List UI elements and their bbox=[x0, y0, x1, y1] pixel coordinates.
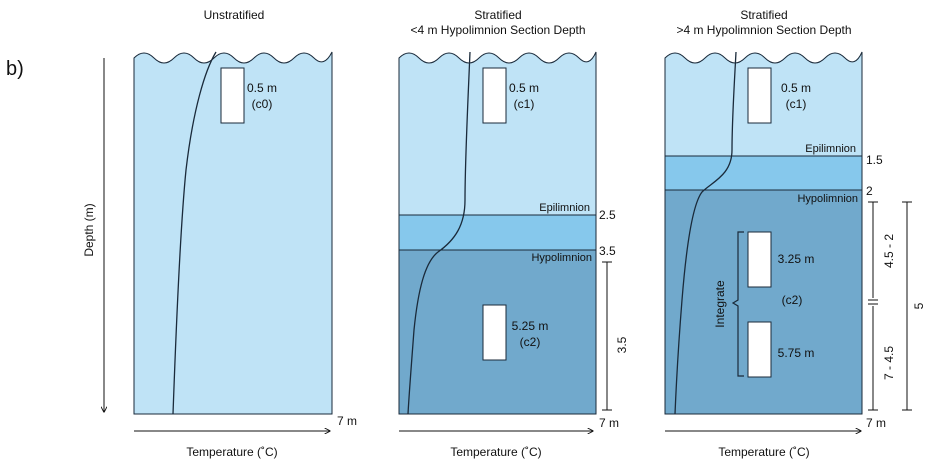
panel-3-metalimnion-layer bbox=[665, 156, 862, 190]
panel-3-bracket-lower-label: 7 - 4.5 bbox=[882, 346, 896, 380]
panel-1-x-axis-end: 7 m bbox=[337, 414, 357, 428]
panel-2-title-line-2: <4 m Hypolimnion Section Depth bbox=[410, 23, 585, 37]
panel-3-sample-1-code: (c1) bbox=[786, 97, 807, 111]
panel-3-sample-3-depth: 5.75 m bbox=[778, 346, 815, 360]
panel-3-hypolimnion-layer bbox=[665, 190, 862, 414]
panel-2-x-axis-label: Temperature (˚C) bbox=[450, 445, 541, 459]
panel-stratified-deep: Stratified >4 m Hypolimnion Section Dept… bbox=[664, 8, 926, 459]
panel-3-temperature-profile bbox=[674, 51, 737, 415]
panel-2-temperature-profile bbox=[407, 51, 471, 415]
panel-2-epilimnion-layer bbox=[399, 52, 596, 215]
panel-2-outline bbox=[398, 51, 597, 415]
panel-stratified-shallow: Stratified <4 m Hypolimnion Section Dept… bbox=[398, 8, 629, 459]
panel-2-epilimnion-label: Epilimnion bbox=[539, 202, 590, 214]
panel-3-bracket-total-label: 5 bbox=[912, 302, 926, 309]
panel-2-sample-2-depth: 5.25 m bbox=[512, 319, 549, 333]
panel-2-sample-2-code: (c2) bbox=[520, 335, 541, 349]
panel-3-sample-2-depth: 3.25 m bbox=[778, 252, 815, 266]
panel-2-depth-mark-top: 2.5 bbox=[599, 208, 616, 222]
panel-1-x-axis-label: Temperature (˚C) bbox=[186, 445, 277, 459]
panel-3-x-axis-end: 7 m bbox=[866, 416, 886, 430]
panel-unstratified: Unstratified 0.5 m (c0) Depth (m) 7 m Te… bbox=[82, 8, 357, 459]
depth-axis-label: Depth (m) bbox=[82, 203, 96, 256]
panel-1-sample-box-c0 bbox=[220, 67, 245, 124]
panel-3-sample-box-c1 bbox=[747, 67, 772, 124]
panel-2-sample-box-c1 bbox=[482, 67, 507, 124]
panel-2-metalimnion-layer bbox=[399, 215, 596, 250]
panel-3-depth-mark-bottom: 2 bbox=[866, 184, 873, 198]
panel-2-title-line-1: Stratified bbox=[474, 8, 521, 22]
panel-1-temperature-profile bbox=[172, 51, 217, 415]
panel-2-depth-mark-bottom: 3.5 bbox=[599, 244, 616, 258]
panel-3-integrate-brace bbox=[731, 231, 744, 377]
panel-3-sample-box-lower bbox=[747, 321, 772, 378]
panel-3-depth-mark-top: 1.5 bbox=[866, 153, 883, 167]
panel-3-sample-box-upper bbox=[747, 231, 772, 288]
panel-2-sample-box-c2 bbox=[482, 304, 507, 361]
panel-2-hypolimnion-label: Hypolimnion bbox=[531, 252, 592, 264]
panel-3-sample-1-depth: 0.5 m bbox=[781, 81, 811, 95]
panel-2-sample-1-depth: 0.5 m bbox=[509, 81, 539, 95]
panel-3-title-line-1: Stratified bbox=[740, 8, 787, 22]
panel-2-x-axis-end: 7 m bbox=[599, 416, 619, 430]
panel-3-composite-code: (c2) bbox=[782, 293, 803, 307]
panel-1-sample-code: (c0) bbox=[252, 97, 273, 111]
panel-1-title: Unstratified bbox=[204, 8, 265, 22]
panel-3-epilimnion-label: Epilimnion bbox=[805, 143, 856, 155]
panel-3-integrate-label: Integrate bbox=[713, 280, 727, 328]
panel-3-title-line-2: >4 m Hypolimnion Section Depth bbox=[676, 23, 851, 37]
figure-label: b) bbox=[6, 58, 24, 80]
panel-1-water-column bbox=[133, 51, 333, 415]
panel-2-sample-1-code: (c1) bbox=[514, 97, 535, 111]
panel-2-bracket-label: 3.5 bbox=[615, 336, 629, 353]
panel-3-outline bbox=[664, 51, 863, 415]
panel-3-x-axis-label: Temperature (˚C) bbox=[718, 445, 809, 459]
panel-1-sample-depth: 0.5 m bbox=[247, 81, 277, 95]
panel-3-hypolimnion-label: Hypolimnion bbox=[797, 193, 858, 205]
panel-3-bracket-upper-label: 4.5 - 2 bbox=[882, 234, 896, 268]
